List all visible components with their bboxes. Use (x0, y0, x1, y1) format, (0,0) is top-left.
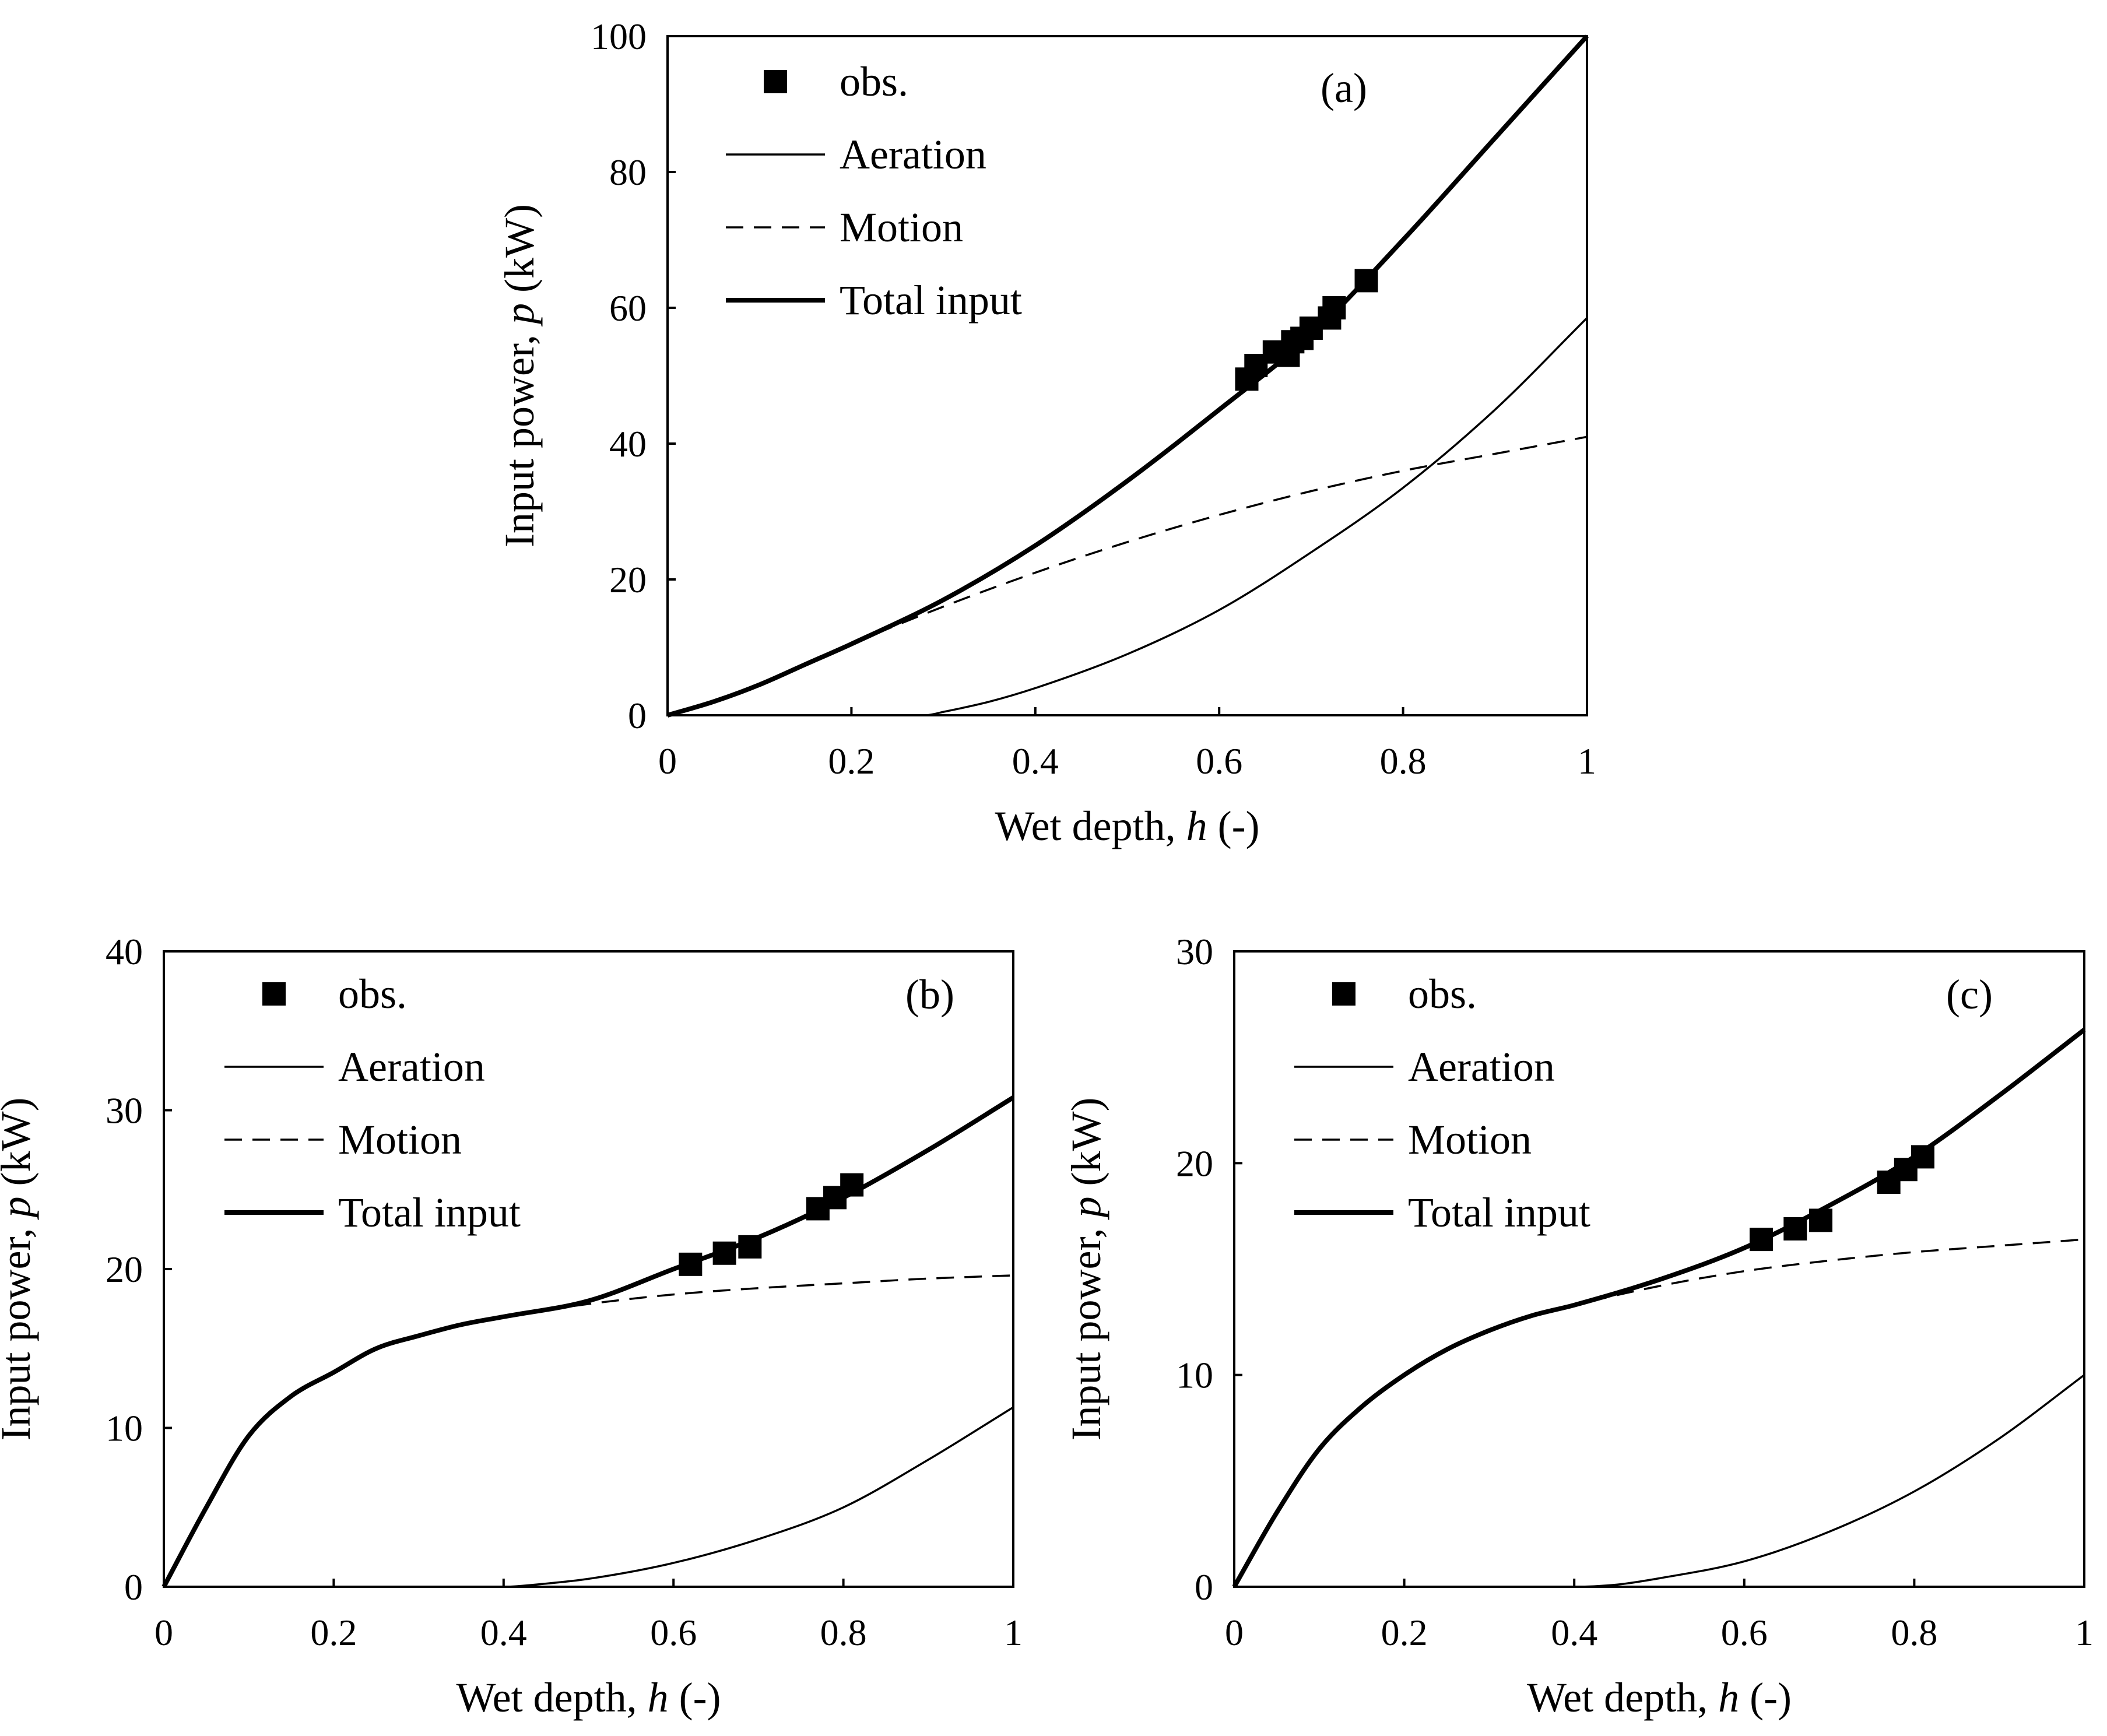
total-input-curve (666, 34, 1589, 718)
y-tick-label: 60 (609, 287, 647, 329)
x-tick-label: 0.6 (1196, 740, 1242, 782)
legend-item: obs. (1332, 971, 1477, 1017)
obs-marker (840, 1173, 864, 1197)
x-tick-label: 1 (2075, 1612, 2094, 1653)
obs-marker (1322, 296, 1346, 319)
chart-panel-0: 0 0.2 0.4 0.6 0.8 1 0 20 40 60 80 100 Wet depth, h (… (496, 16, 1596, 849)
legend-obs-symbol (764, 70, 787, 93)
y-tick-label: 0 (124, 1566, 143, 1608)
y-tick-label: 10 (106, 1408, 143, 1449)
y-tick-label: 0 (1195, 1566, 1213, 1608)
legend-label: Aeration (338, 1043, 485, 1090)
x-tick-label: 0 (1225, 1612, 1244, 1653)
motion-curve (1233, 1238, 2085, 1587)
obs-marker (712, 1241, 736, 1265)
legend-item: Total input (1294, 1189, 1590, 1236)
x-tick-label: 0.4 (480, 1612, 527, 1653)
x-axis-label: Wet depth, h (-) (456, 1674, 721, 1721)
legend-label: Motion (1408, 1116, 1532, 1163)
legend-label: Aeration (840, 131, 986, 178)
panel-tag: (b) (905, 971, 954, 1018)
x-tick-label: 0.8 (1380, 740, 1427, 782)
obs-marker (1783, 1217, 1807, 1240)
legend-item: Motion (1294, 1116, 1532, 1163)
legend-label: obs. (1408, 971, 1477, 1017)
aeration-curve (667, 317, 1588, 716)
x-tick-label: 0.6 (1721, 1612, 1768, 1653)
legend-label: Total input (840, 277, 1022, 324)
plot-frame (163, 950, 1014, 1588)
y-tick-label: 40 (106, 931, 143, 972)
y-tick-label: 20 (609, 559, 647, 600)
y-tick-label: 80 (609, 152, 647, 193)
y-tick-label: 30 (106, 1090, 143, 1131)
panel-tag: (c) (1946, 971, 1993, 1018)
legend-item: Aeration (726, 131, 986, 178)
y-axis-label: Input power, p (kW) (496, 204, 543, 547)
plot-frame (1233, 950, 2085, 1588)
legend-item: Total input (224, 1189, 521, 1236)
aeration-curve (164, 1406, 1014, 1588)
legend-obs-symbol (1332, 982, 1355, 1006)
y-tick-label: 0 (628, 695, 647, 736)
legend-label: Aeration (1408, 1043, 1555, 1090)
x-tick-label: 0.2 (310, 1612, 357, 1653)
motion-curve (163, 1274, 1014, 1587)
obs-marker (679, 1252, 703, 1276)
x-tick-label: 0 (658, 740, 677, 782)
y-tick-label: 20 (106, 1249, 143, 1290)
obs-marker (1809, 1208, 1833, 1232)
y-tick-label: 10 (1176, 1355, 1213, 1396)
x-tick-label: 0.8 (1891, 1612, 1937, 1653)
legend-label: obs. (338, 971, 407, 1017)
legend-label: Motion (338, 1116, 462, 1163)
legend-item: Aeration (1294, 1043, 1555, 1090)
x-tick-label: 0 (154, 1612, 173, 1653)
obs-marker (1911, 1145, 1934, 1169)
total-input-curve (161, 1095, 1015, 1588)
obs-marker (1354, 269, 1378, 293)
x-tick-label: 1 (1578, 740, 1596, 782)
y-tick-label: 100 (591, 16, 647, 57)
x-tick-label: 0.6 (650, 1612, 697, 1653)
y-tick-label: 30 (1176, 931, 1213, 972)
legend-item: obs. (764, 58, 908, 105)
legend-item: Aeration (224, 1043, 485, 1090)
legend-label: obs. (840, 58, 908, 105)
legend-item: Motion (726, 204, 963, 251)
legend-item: Total input (726, 277, 1022, 324)
legend-item: Motion (224, 1116, 462, 1163)
legend-label: Total input (1408, 1189, 1590, 1236)
x-axis-label: Wet depth, h (-) (995, 803, 1259, 849)
legend-label: Total input (338, 1189, 521, 1236)
x-tick-label: 1 (1004, 1612, 1023, 1653)
legend-obs-symbol (262, 982, 286, 1006)
plot-frame (666, 35, 1588, 716)
obs-marker (1749, 1228, 1773, 1252)
x-tick-label: 0.2 (828, 740, 875, 782)
panel-tag: (a) (1321, 65, 1367, 111)
obs-marker (738, 1235, 762, 1259)
x-tick-label: 0.4 (1551, 1612, 1597, 1653)
aeration-curve (1234, 1374, 2085, 1588)
x-tick-label: 0.2 (1381, 1612, 1428, 1653)
y-axis-label: Input power, p (kW) (0, 1098, 39, 1441)
y-tick-label: 40 (609, 423, 647, 465)
y-tick-label: 20 (1176, 1143, 1213, 1184)
x-axis-label: Wet depth, h (-) (1527, 1674, 1792, 1721)
legend-item: obs. (262, 971, 407, 1017)
y-axis-label: Input power, p (kW) (1063, 1098, 1109, 1441)
legend-label: Motion (840, 204, 963, 251)
total-input-curve (1232, 1028, 2086, 1588)
x-tick-label: 0.4 (1012, 740, 1059, 782)
x-tick-label: 0.8 (820, 1612, 867, 1653)
